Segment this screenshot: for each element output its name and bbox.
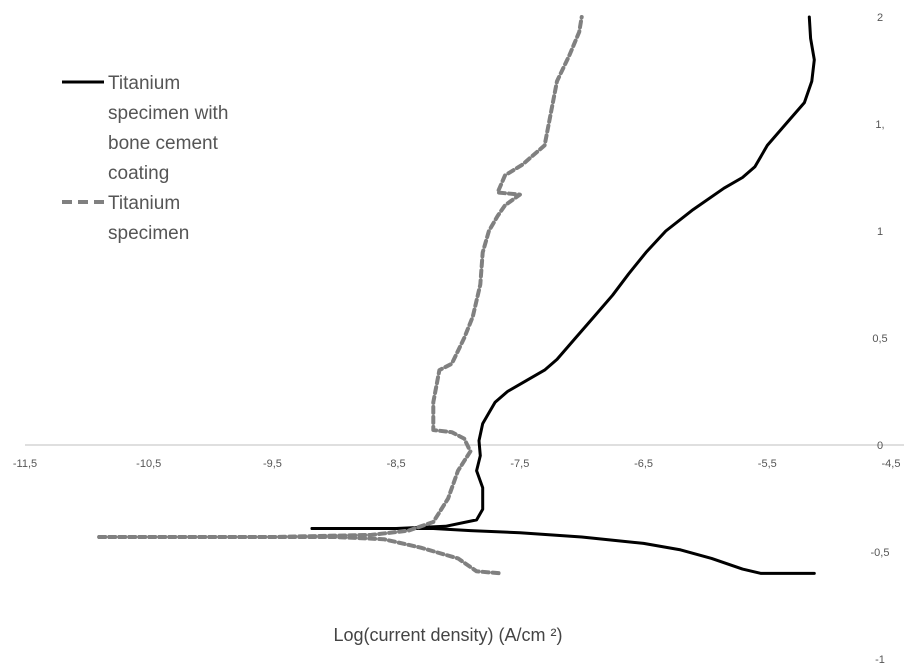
y-tick-label: 0,5	[872, 333, 887, 345]
y-tick-label: 0	[877, 440, 883, 452]
legend-label-series-2: Titanium	[108, 193, 180, 214]
series-layer	[97, 15, 816, 576]
legend-label-series-1: specimen with	[108, 103, 228, 124]
x-tick-label: -7,5	[510, 458, 529, 470]
y-tick-label: 1,	[875, 119, 884, 131]
y-tick-label: 2	[877, 12, 883, 24]
y-tick-label: -0,5	[871, 547, 890, 559]
x-tick-label: -5,5	[758, 458, 777, 470]
y-tick-label: -1	[875, 654, 885, 666]
x-tick-label: -6,5	[634, 458, 653, 470]
x-tick-label: -4,5	[882, 458, 901, 470]
series-2-cathodic-branch	[97, 535, 504, 576]
y-tick-label: 1	[877, 226, 883, 238]
legend-label-series-1: Titanium	[108, 73, 180, 94]
x-tick-label: -10,5	[136, 458, 161, 470]
y-tick-labels: 2 1, 1 0,5 0 -0,5 -1	[871, 12, 890, 666]
x-tick-labels: -11,5 -10,5 -9,5 -8,5 -7,5 -6,5 -5,5 -4,5	[13, 458, 901, 470]
series-1-anodic-branch	[310, 15, 816, 530]
legend-label-series-2: specimen	[108, 223, 189, 244]
legend-label-series-1: coating	[108, 163, 169, 184]
series-2-anodic-branch	[97, 15, 584, 539]
x-axis-title: Log(current density) (A/cm ²)	[333, 625, 562, 645]
series-1-cathodic-branch	[310, 527, 816, 575]
x-tick-label: -11,5	[13, 458, 37, 470]
legend-label-series-1: bone cement	[108, 133, 219, 154]
x-tick-label: -9,5	[263, 458, 282, 470]
x-tick-label: -8,5	[387, 458, 406, 470]
legend: Titanium specimen with bone cement coating T…	[62, 73, 228, 244]
